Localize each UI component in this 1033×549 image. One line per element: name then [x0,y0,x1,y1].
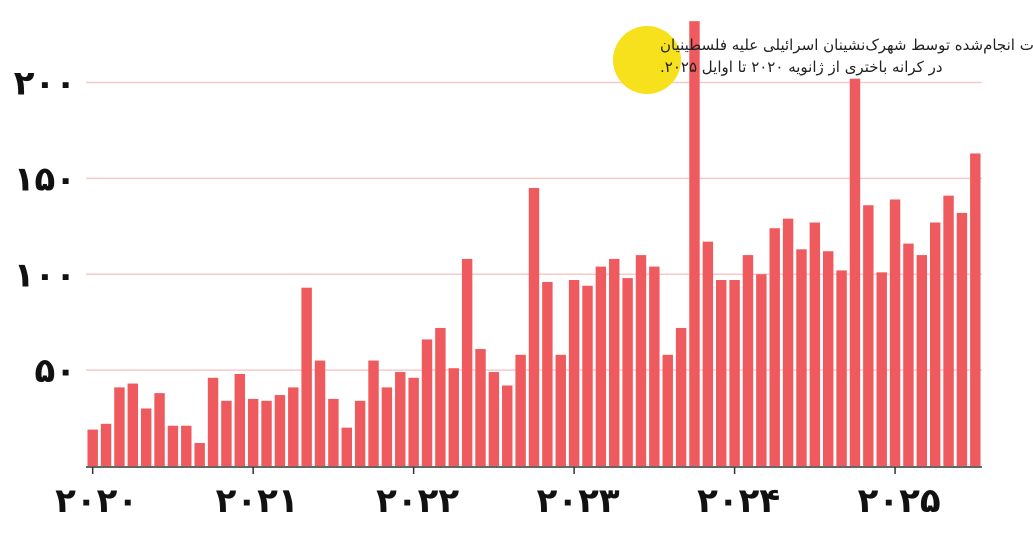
bar [167,425,179,466]
bar [207,377,219,466]
y-tick-label: ۲۰۰ [14,64,76,104]
x-tick-label: ۲۰۲۰ [55,481,138,521]
bar [863,205,874,467]
bar [528,187,540,467]
bar [87,429,98,466]
bar [475,349,486,466]
bar [408,377,419,466]
bar [849,78,861,466]
y-tick-label: ۵۰ [34,351,76,391]
bar [889,199,901,467]
bar [622,278,633,466]
bar [662,354,673,466]
highlight-marker [613,26,681,94]
bar [448,368,459,466]
x-tick-label: ۲۰۲۴ [697,481,780,521]
bar [809,222,821,466]
bar [515,354,526,466]
bar [328,398,339,466]
bar [649,266,660,466]
bar [301,287,312,466]
x-tick-labels: ۲۰۲۰ ۲۰۲۱ ۲۰۲۲ ۲۰۲۳ ۲۰۲۴ ۲۰۲۵ [55,481,940,521]
x-axis [86,466,982,474]
bar [354,400,366,466]
bar [502,385,513,466]
bar [314,360,326,466]
bar [140,408,152,466]
bar [595,266,607,466]
bar [903,243,914,466]
x-tick-label: ۲۰۲۳ [537,481,620,521]
bars [87,21,981,467]
bar [796,249,807,466]
bar [127,383,139,466]
bar [742,255,754,466]
bar [221,400,232,466]
y-tick-labels: ۵۰ ۱۰۰ ۱۵۰ ۲۰۰ [14,64,76,392]
bar [929,222,941,466]
bar [756,274,767,466]
bar [689,21,700,466]
bar [876,272,887,466]
bar [114,387,125,466]
bar [461,258,473,466]
bar [769,228,780,466]
x-tick-label: ۲۰۲۲ [376,481,459,521]
x-tick-label: ۲۰۲۵ [858,481,941,521]
bar [729,280,740,466]
y-tick-label: ۱۰۰ [14,255,76,295]
bar [488,372,500,466]
bar [555,354,566,466]
bar [542,281,553,466]
bar [568,280,580,466]
bar [943,195,954,466]
bar [288,387,299,466]
bar [181,425,192,466]
bar [100,423,112,466]
x-tick-label: ۲۰۲۱ [216,481,299,521]
bar [435,327,446,466]
bar [395,372,406,466]
bar [261,400,272,466]
bar [822,251,834,466]
bar [274,395,286,466]
bar [368,360,379,466]
bar [836,270,847,466]
bar [675,327,687,466]
bar [916,255,928,466]
chart-title-line-2: در کرانه باختری از ژانویه ۲۰۲۰ تا اوایل … [660,58,943,76]
bar [234,373,246,466]
bar [194,442,205,466]
bar [970,153,981,466]
bar [635,255,647,466]
bar [341,427,352,466]
bar [716,280,727,466]
bar [609,258,620,466]
bar [702,241,714,466]
bar [421,339,433,466]
bar [582,285,593,466]
chart-title-line-1: تعداد حملات انجام‌شده توسط شهرک‌نشینان ا… [660,36,1033,54]
y-tick-label: ۱۵۰ [14,159,76,199]
bar [381,387,393,466]
bar [247,398,259,466]
bar [956,212,968,466]
bar [154,393,165,466]
bar [782,218,794,466]
